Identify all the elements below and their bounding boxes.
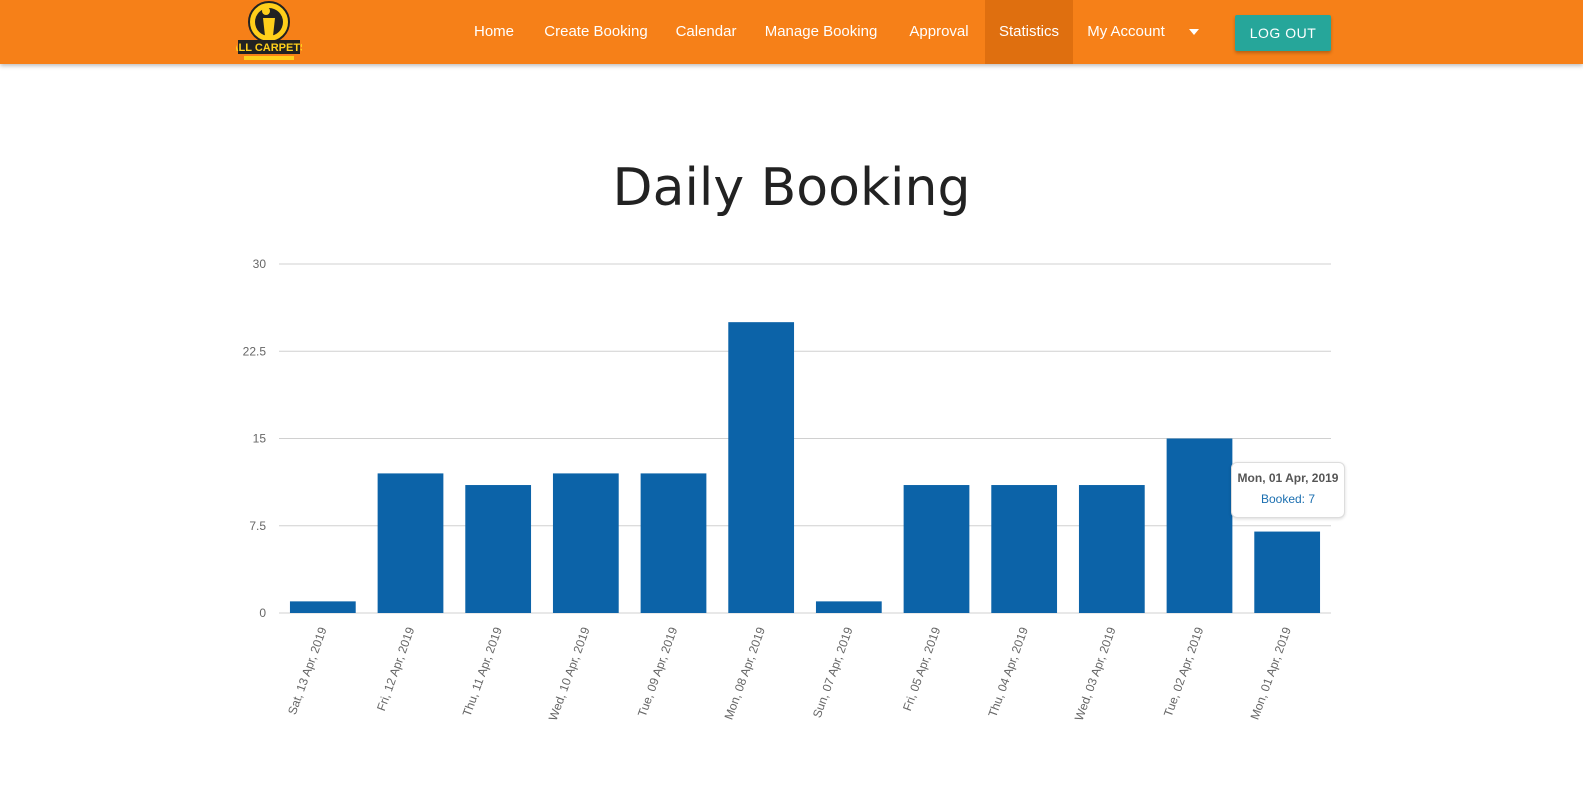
nav-item-approval[interactable]: Approval	[909, 23, 969, 40]
bar[interactable]	[1078, 485, 1145, 613]
x-tick-label: Sun, 07 Apr, 2019	[810, 625, 856, 720]
bar[interactable]	[815, 601, 882, 613]
logo-text: ALL CARPETS	[236, 42, 302, 54]
tooltip-value: Booked: 7	[1260, 492, 1316, 506]
y-tick-label: 7.5	[249, 519, 266, 533]
top-navbar: ALL CARPETS Home Create Booking Calendar…	[0, 0, 1583, 64]
nav-item-statistics[interactable]: Statistics	[985, 0, 1073, 64]
bar[interactable]	[552, 473, 619, 613]
x-tick-label: Thu, 11 Apr, 2019	[460, 625, 505, 718]
x-axis-labels: Sat, 13 Apr, 2019 Fri, 12 Apr, 2019 Thu, 1…	[285, 625, 1294, 723]
x-tick-label: Fri, 05 Apr, 2019	[900, 625, 943, 713]
x-tick-label: Tue, 02 Apr, 2019	[1161, 625, 1207, 719]
bar[interactable]	[903, 485, 970, 613]
caret-down-icon[interactable]	[1189, 29, 1199, 35]
page-title: Daily Booking	[612, 158, 971, 218]
nav-item-create-booking[interactable]: Create Booking	[544, 23, 648, 40]
chart-bars	[289, 322, 1321, 614]
bar[interactable]	[465, 485, 532, 613]
y-tick-label: 15	[253, 432, 267, 446]
chart-grid	[279, 263, 1331, 614]
nav-item-manage-booking[interactable]: Manage Booking	[764, 23, 878, 40]
x-tick-label: Fri, 12 Apr, 2019	[374, 625, 417, 713]
bar[interactable]	[377, 473, 444, 613]
bar[interactable]	[640, 473, 707, 613]
x-tick-label: Mon, 08 Apr, 2019	[722, 625, 769, 722]
bar[interactable]	[1166, 438, 1233, 614]
x-tick-label: Tue, 09 Apr, 2019	[635, 625, 681, 719]
nav-item-calendar[interactable]: Calendar	[675, 23, 737, 40]
x-tick-label: Wed, 10 Apr, 2019	[546, 625, 593, 723]
bar[interactable]	[289, 601, 356, 613]
bar[interactable]	[1254, 531, 1321, 613]
bar[interactable]	[991, 485, 1058, 613]
y-tick-label: 30	[253, 257, 267, 271]
nav-item-my-account[interactable]: My Account	[1087, 23, 1165, 40]
y-tick-label: 22.5	[243, 344, 267, 358]
chart-tooltip: Mon, 01 Apr, 2019 Booked: 7	[1231, 462, 1345, 518]
nav-item-home[interactable]: Home	[473, 23, 514, 40]
bar[interactable]	[728, 322, 795, 613]
y-axis-ticks: 0 7.5 15 22.5 30	[243, 257, 267, 620]
x-tick-label: Mon, 01 Apr, 2019	[1248, 625, 1295, 722]
all-carpets-logo[interactable]: ALL CARPETS	[236, 0, 302, 64]
logout-button[interactable]: LOG OUT	[1235, 15, 1331, 51]
x-tick-label: Sat, 13 Apr, 2019	[285, 625, 330, 717]
y-tick-label: 0	[259, 606, 266, 620]
x-tick-label: Wed, 03 Apr, 2019	[1072, 625, 1119, 723]
x-tick-label: Thu, 04 Apr, 2019	[985, 625, 1031, 719]
tooltip-title: Mon, 01 Apr, 2019	[1237, 471, 1339, 485]
